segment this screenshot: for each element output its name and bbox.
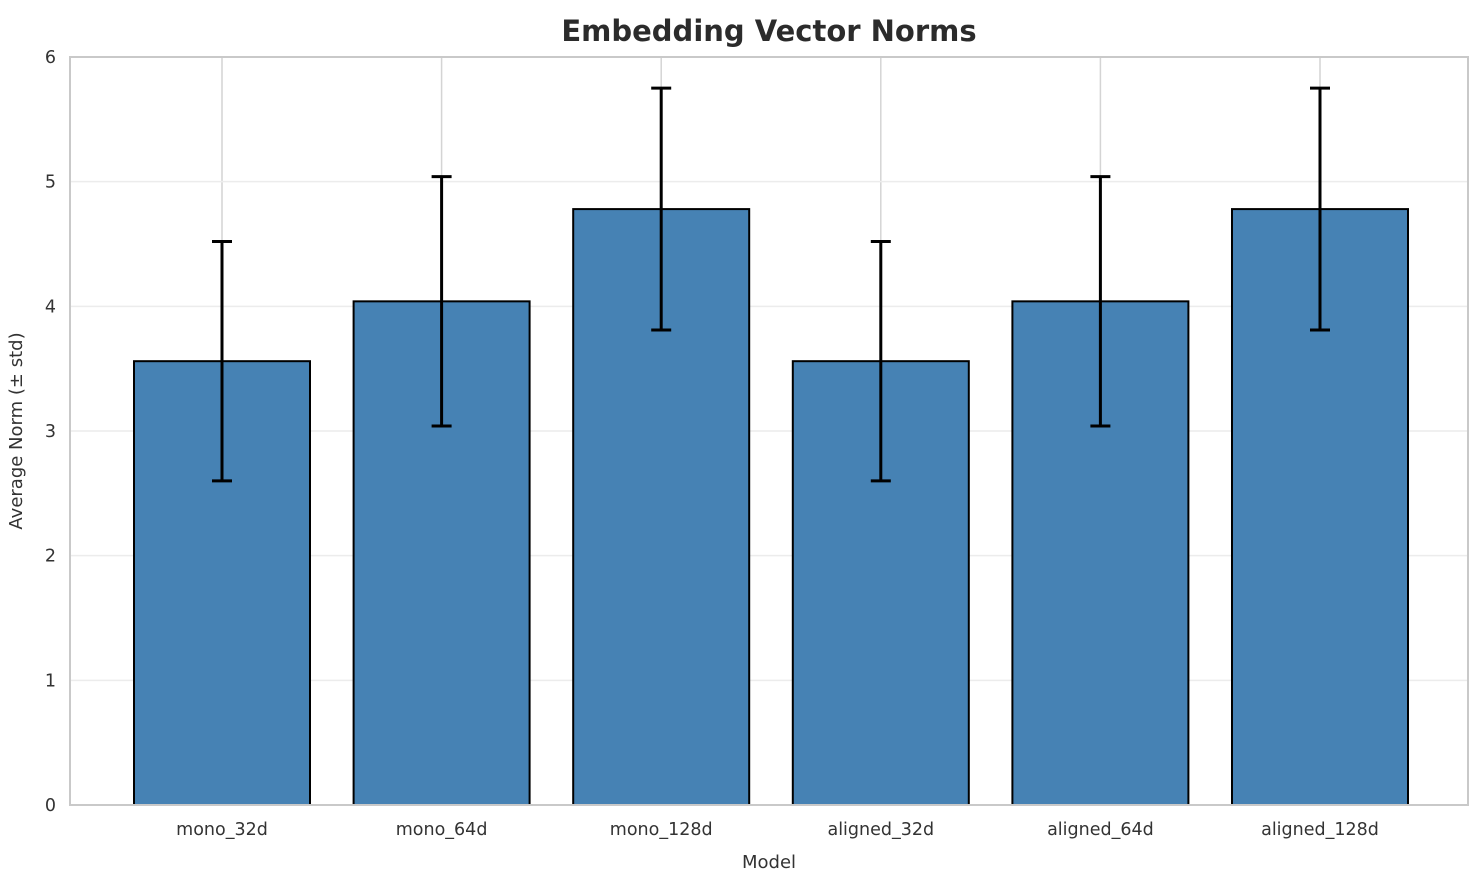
y-axis-label: Average Norm (± std) — [6, 332, 27, 529]
x-tick-label: aligned_128d — [1261, 820, 1379, 840]
x-tick-label: aligned_32d — [827, 820, 934, 840]
x-tick-label: mono_64d — [396, 820, 488, 840]
x-tick-label: mono_32d — [176, 820, 268, 840]
error-bars-group — [212, 86, 1330, 483]
axes-frame — [69, 56, 1469, 806]
x-tick-label: mono_128d — [610, 820, 713, 840]
y-tick-label: 6 — [45, 48, 56, 68]
y-tick-label: 1 — [45, 671, 56, 691]
y-tick-label: 5 — [45, 173, 56, 193]
x-axis-tick-labels: mono_32d mono_64d mono_128d aligned_32d alig… — [176, 820, 1379, 840]
x-axis-label: Model — [742, 852, 796, 873]
x-tick-label: aligned_64d — [1047, 820, 1154, 840]
y-tick-label: 4 — [45, 297, 56, 317]
y-axis-tick-labels: 0 1 2 3 4 5 6 — [45, 48, 56, 816]
y-tick-label: 3 — [45, 422, 56, 442]
y-tick-label: 0 — [45, 796, 56, 816]
y-tick-label: 2 — [45, 547, 56, 567]
chart-title: Embedding Vector Norms — [561, 14, 976, 48]
